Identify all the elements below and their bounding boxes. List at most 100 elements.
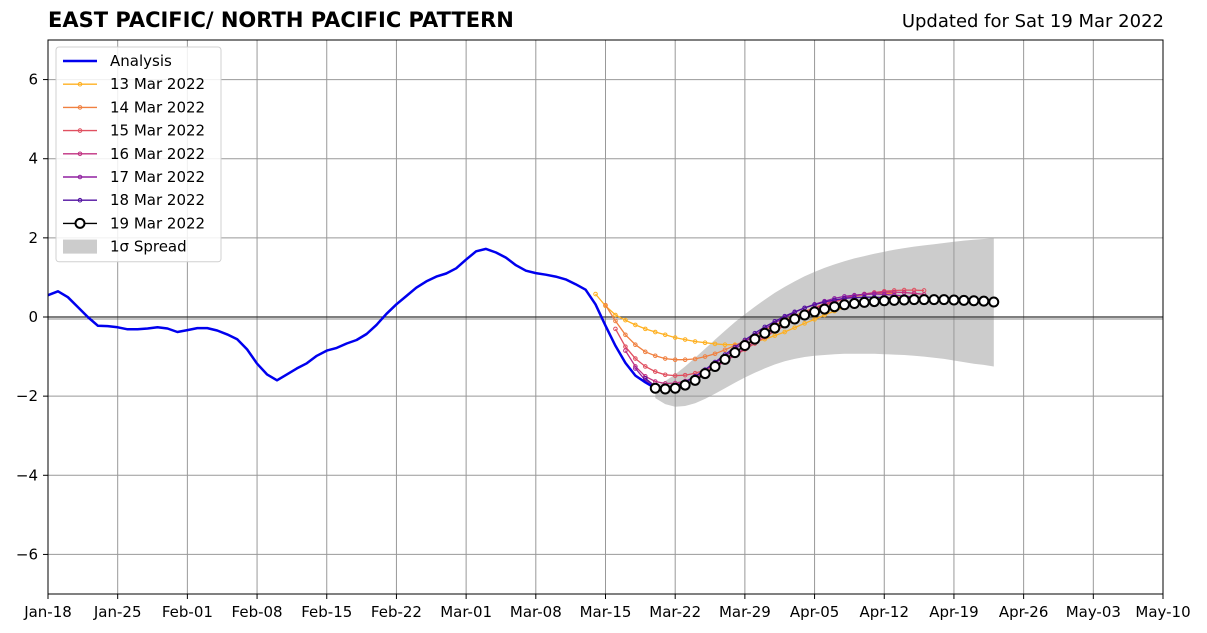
legend-marker	[77, 174, 83, 180]
forecast-point	[593, 291, 598, 297]
current-forecast-point	[908, 294, 920, 306]
current-forecast-point	[809, 306, 821, 318]
current-forecast-point	[848, 298, 860, 310]
legend-marker	[77, 81, 83, 87]
current-forecast-point	[769, 322, 781, 334]
forecast-point	[792, 325, 797, 330]
forecast-point	[623, 332, 628, 338]
y-tick-label: 0	[28, 308, 38, 326]
legend: Analysis 13 Mar 2022 14 Mar 2022 15 Mar 202…	[55, 46, 222, 263]
x-tick-label: May-10	[1135, 603, 1190, 621]
legend-label: Analysis	[110, 52, 172, 70]
current-forecast-point	[838, 299, 850, 311]
current-forecast-point	[819, 303, 831, 315]
legend-label: 14 Mar 2022	[110, 98, 205, 116]
x-tick-label: Jan-18	[23, 603, 72, 621]
current-forecast-point	[759, 327, 771, 339]
forecast-point	[633, 366, 638, 371]
current-forecast-point	[659, 383, 671, 395]
legend-label: 16 Mar 2022	[110, 145, 205, 163]
forecast-point	[652, 353, 658, 359]
forecast-point	[662, 372, 668, 378]
forecast-point	[712, 341, 718, 347]
forecast-point	[633, 356, 638, 361]
x-tick-label: Feb-15	[301, 603, 352, 621]
forecast-point	[682, 357, 688, 363]
current-forecast-point	[709, 360, 721, 372]
forecast-point	[623, 317, 628, 323]
forecast-point	[782, 329, 787, 335]
x-tick-label: Feb-08	[232, 603, 283, 621]
current-forecast-point	[779, 317, 791, 329]
series-layer	[47, 247, 1000, 395]
current-forecast-point	[928, 294, 940, 306]
forecast-point	[692, 356, 698, 362]
legend-label: 13 Mar 2022	[110, 75, 205, 93]
current-forecast-point	[948, 294, 960, 306]
y-tick-label: −2	[16, 387, 38, 405]
y-tick-label: −6	[16, 545, 38, 563]
x-tick-label: Mar-15	[580, 603, 632, 621]
current-forecast-point	[938, 294, 950, 306]
current-forecast-point	[988, 296, 1000, 308]
forecast-point	[662, 356, 668, 361]
forecast-point	[603, 302, 608, 308]
legend-swatch	[63, 239, 97, 254]
forecast-point	[643, 376, 648, 381]
current-forecast-point	[669, 382, 681, 394]
current-forecast-point	[888, 294, 900, 306]
x-tick-label: Jan-25	[93, 603, 142, 621]
legend-label: 1σ Spread	[110, 238, 187, 256]
legend-marker	[77, 105, 83, 110]
chart-title: EAST PACIFIC/ NORTH PACIFIC PATTERN	[48, 8, 514, 32]
spread-layer	[655, 238, 994, 407]
current-forecast-point	[649, 382, 661, 394]
current-forecast-point	[749, 333, 761, 345]
x-tick-label: Feb-01	[162, 603, 213, 621]
x-tick-label: Feb-22	[371, 603, 422, 621]
forecast-point	[812, 317, 817, 322]
x-tick-label: Mar-29	[719, 603, 771, 621]
current-forecast-point	[699, 368, 711, 380]
y-tick-label: 2	[28, 229, 38, 247]
x-tick-label: Mar-08	[510, 603, 562, 621]
forecast-point	[643, 364, 648, 369]
analysis-line	[47, 247, 656, 390]
forecast-point	[772, 333, 778, 338]
x-tick-label: Mar-22	[649, 603, 701, 621]
forecast-point	[862, 292, 867, 297]
current-forecast-point	[799, 309, 811, 321]
legend-label: 17 Mar 2022	[110, 168, 205, 186]
legend-box	[55, 46, 222, 263]
x-tick-label: May-03	[1066, 603, 1121, 621]
forecast-point	[662, 332, 668, 338]
current-forecast-point	[858, 296, 870, 308]
forecast-point	[613, 326, 618, 332]
current-forecast-point	[878, 295, 890, 307]
forecast-point	[623, 348, 628, 353]
forecast-point	[722, 342, 728, 348]
y-tick-label: −4	[16, 466, 38, 484]
x-tick-label: Apr-19	[929, 603, 979, 621]
current-forecast-point	[968, 295, 980, 307]
x-tick-label: Apr-05	[790, 603, 840, 621]
current-forecast-point	[918, 294, 930, 306]
forecast-point	[652, 369, 658, 374]
current-forecast-point	[828, 301, 840, 313]
forecast-point	[633, 342, 638, 348]
forecast-point	[613, 318, 618, 324]
forecast-point	[682, 337, 688, 342]
forecast-point	[722, 347, 728, 353]
current-forecast-point	[689, 374, 701, 386]
current-forecast-point	[898, 294, 910, 306]
x-tick-label: Mar-01	[440, 603, 492, 621]
legend-marker	[77, 128, 83, 133]
legend-label: 19 Mar 2022	[110, 214, 205, 232]
forecast-point	[672, 335, 678, 340]
spread-band	[655, 238, 994, 407]
x-tick-label: Apr-26	[999, 603, 1049, 621]
current-forecast-point	[868, 296, 880, 308]
current-forecast-point	[729, 347, 741, 359]
current-forecast-point	[739, 339, 751, 351]
